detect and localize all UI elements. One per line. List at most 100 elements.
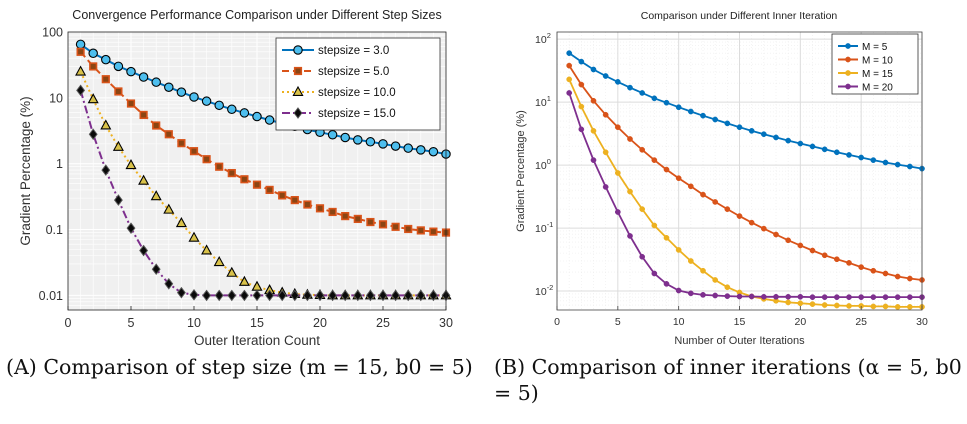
data-point: [391, 289, 401, 302]
data-point: [882, 270, 889, 277]
data-point: [201, 244, 213, 255]
data-point: [215, 162, 224, 171]
data-point: [404, 224, 413, 234]
series-b-4: [566, 90, 925, 300]
data-point: [164, 277, 174, 290]
x-tick-label: 15: [734, 316, 746, 328]
legend-label: stepsize = 5.0: [318, 66, 389, 78]
data-point: [188, 231, 200, 242]
data-point: [627, 136, 633, 142]
data-point: [675, 287, 682, 294]
data-point: [327, 130, 338, 140]
data-point: [785, 293, 792, 300]
data-point: [315, 289, 325, 302]
data-point: [906, 275, 913, 282]
data-point: [846, 260, 852, 266]
data-point: [627, 188, 633, 195]
legend-marker: [293, 66, 303, 76]
data-point: [651, 270, 658, 277]
data-point: [627, 84, 633, 91]
data-point: [578, 126, 585, 133]
data-point: [809, 301, 816, 307]
data-point: [164, 130, 173, 139]
data-point: [264, 115, 275, 125]
data-point: [126, 66, 136, 77]
y-tick-label: 10-2: [535, 283, 553, 298]
data-point: [663, 281, 670, 287]
legend-marker: [845, 43, 851, 49]
data-point: [906, 304, 913, 310]
data-point: [201, 96, 212, 106]
data-point: [870, 294, 877, 300]
data-point: [290, 289, 300, 302]
chart-title-b: Comparison under Different Inner Iterati…: [641, 10, 838, 22]
data-point: [566, 62, 573, 69]
data-point: [278, 191, 287, 200]
data-point: [240, 175, 249, 184]
data-point: [151, 77, 161, 87]
data-point: [760, 225, 767, 232]
x-tick-label: 10: [673, 316, 685, 328]
data-point: [177, 139, 186, 148]
data-point: [176, 286, 186, 299]
x-tick-label: 20: [794, 316, 806, 328]
data-point: [87, 93, 99, 104]
data-point: [353, 135, 363, 145]
data-point: [627, 233, 633, 239]
legend-label: M = 10: [862, 56, 893, 67]
data-point: [341, 212, 350, 221]
data-point: [614, 124, 621, 131]
x-tick-label: 30: [439, 316, 453, 330]
data-point: [416, 145, 426, 155]
data-point: [675, 175, 682, 182]
data-point: [833, 256, 840, 263]
data-point: [252, 289, 262, 302]
data-point: [590, 157, 597, 163]
data-point: [227, 104, 237, 115]
data-point: [858, 294, 865, 300]
data-point: [303, 200, 312, 209]
data-point: [870, 267, 877, 274]
data-point: [700, 112, 706, 119]
data-point: [214, 289, 224, 302]
data-point: [428, 146, 439, 157]
data-point: [164, 82, 174, 92]
x-tick-label: 5: [615, 316, 621, 328]
data-point: [846, 152, 852, 158]
data-point: [785, 299, 792, 306]
data-point: [809, 247, 816, 254]
legend-label: stepsize = 3.0: [318, 45, 389, 57]
y-tick-label: 0.1: [46, 223, 63, 237]
data-point: [870, 303, 877, 310]
data-point: [748, 128, 755, 134]
data-point: [138, 72, 149, 82]
data-point: [736, 293, 743, 300]
data-point: [602, 111, 609, 118]
data-point: [238, 275, 250, 286]
data-point: [833, 294, 840, 300]
data-point: [112, 140, 124, 151]
data-point: [139, 110, 148, 120]
data-point: [214, 100, 224, 111]
data-point: [797, 293, 804, 300]
data-point: [700, 191, 706, 198]
data-point: [748, 219, 755, 226]
legend-label: stepsize = 15.0: [318, 108, 396, 120]
data-point: [175, 217, 187, 228]
legend-label: M = 5: [862, 42, 888, 53]
data-point: [687, 258, 694, 264]
data-point: [809, 294, 816, 300]
data-point: [315, 204, 325, 213]
data-point: [390, 141, 401, 151]
x-tick-label: 20: [313, 316, 327, 330]
data-point: [403, 143, 413, 153]
data-point: [365, 289, 375, 302]
data-point: [101, 54, 111, 65]
data-point: [736, 213, 743, 219]
y-tick-label: 100: [535, 157, 551, 172]
data-point: [797, 300, 804, 307]
data-point: [138, 174, 150, 185]
data-point: [340, 289, 350, 302]
data-point: [76, 47, 85, 56]
data-point: [113, 194, 123, 206]
